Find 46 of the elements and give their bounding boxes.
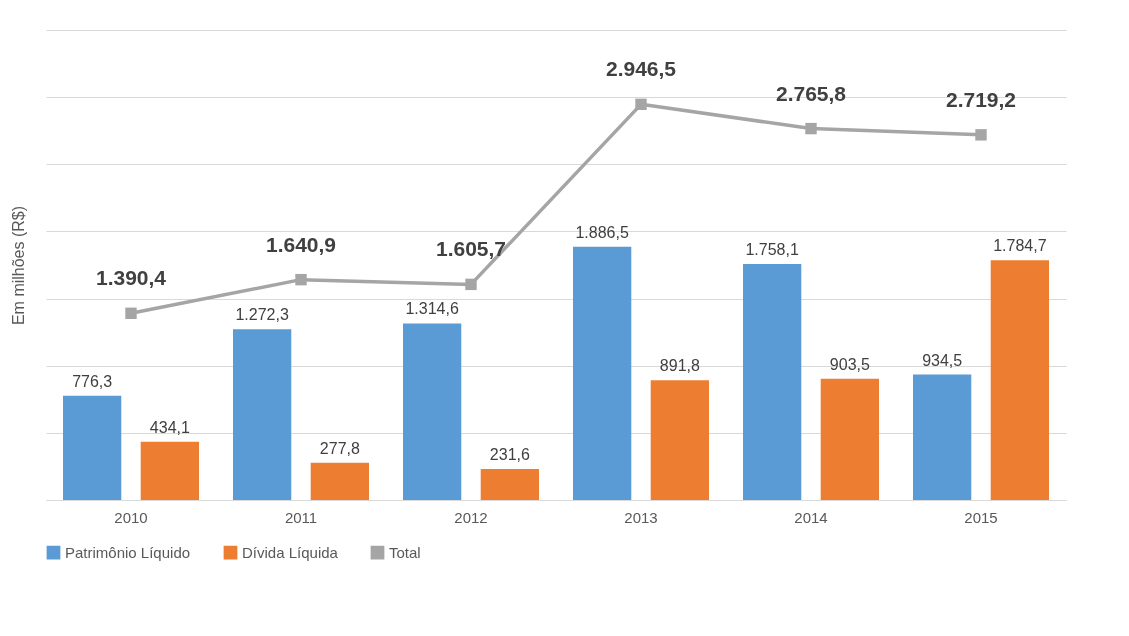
bar: [63, 395, 122, 500]
bar: [480, 468, 539, 500]
bar: [820, 378, 879, 500]
data-label: 1.758,1: [745, 240, 799, 258]
legend-label: Patrimônio Líquido: [65, 543, 191, 561]
x-tick-label: 2013: [624, 508, 658, 526]
bar: [140, 441, 199, 500]
data-label: 2.765,8: [775, 81, 847, 105]
data-label: 776,3: [72, 372, 113, 390]
bar: [913, 374, 972, 500]
bar: [650, 380, 709, 500]
bar: [310, 462, 369, 500]
point: [635, 98, 647, 111]
data-label: 277,8: [319, 439, 360, 457]
bar: [990, 260, 1049, 500]
data-label: 891,8: [659, 357, 700, 375]
point: [465, 278, 477, 291]
legend-label: Total: [389, 543, 421, 561]
data-label: 1.314,6: [405, 300, 459, 318]
data-label: 1.390,4: [95, 266, 167, 290]
data-label: 231,6: [489, 445, 530, 463]
data-label: 1.272,3: [235, 306, 289, 324]
data-label: 2.946,5: [605, 57, 677, 81]
data-label: 1.886,5: [575, 223, 629, 241]
data-label: 434,1: [149, 418, 190, 436]
y-axis-title: Em milhões (R$): [9, 205, 27, 326]
x-tick-label: 2011: [284, 508, 318, 526]
data-label: 2.719,2: [945, 87, 1017, 111]
x-tick-label: 2015: [964, 508, 998, 526]
x-tick-label: 2014: [794, 508, 828, 526]
legend-label: Dívida Líquida: [242, 543, 339, 561]
point: [295, 273, 307, 286]
point: [975, 129, 987, 141]
data-label: 1.605,7: [435, 237, 507, 261]
x-tick-label: 2012: [454, 508, 488, 526]
bar: [573, 246, 632, 500]
data-label: 1.784,7: [993, 237, 1047, 255]
bar: [403, 323, 462, 500]
bar: [743, 263, 802, 500]
bar: [233, 329, 292, 500]
data-label: 903,5: [829, 355, 870, 373]
x-tick-label: 2010: [114, 508, 148, 526]
point: [805, 122, 817, 135]
data-label: 1.640,9: [265, 232, 337, 256]
data-label: 934,5: [922, 351, 963, 369]
point: [125, 307, 137, 319]
